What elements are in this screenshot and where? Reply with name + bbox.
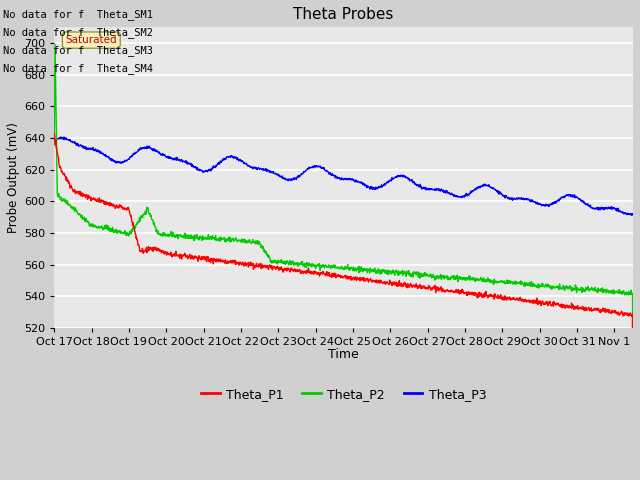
Text: No data for f  Theta_SM3: No data for f Theta_SM3 xyxy=(3,45,153,56)
Text: No data for f  Theta_SM2: No data for f Theta_SM2 xyxy=(3,27,153,38)
Legend: Theta_P1, Theta_P2, Theta_P3: Theta_P1, Theta_P2, Theta_P3 xyxy=(196,383,492,406)
Text: No data for f  Theta_SM4: No data for f Theta_SM4 xyxy=(3,63,153,74)
Title: Theta Probes: Theta Probes xyxy=(293,7,394,22)
Text: No data for f  Theta_SM1: No data for f Theta_SM1 xyxy=(3,9,153,20)
Y-axis label: Probe Output (mV): Probe Output (mV) xyxy=(7,122,20,233)
X-axis label: Time: Time xyxy=(328,348,359,361)
Text: Saturated: Saturated xyxy=(65,35,117,45)
